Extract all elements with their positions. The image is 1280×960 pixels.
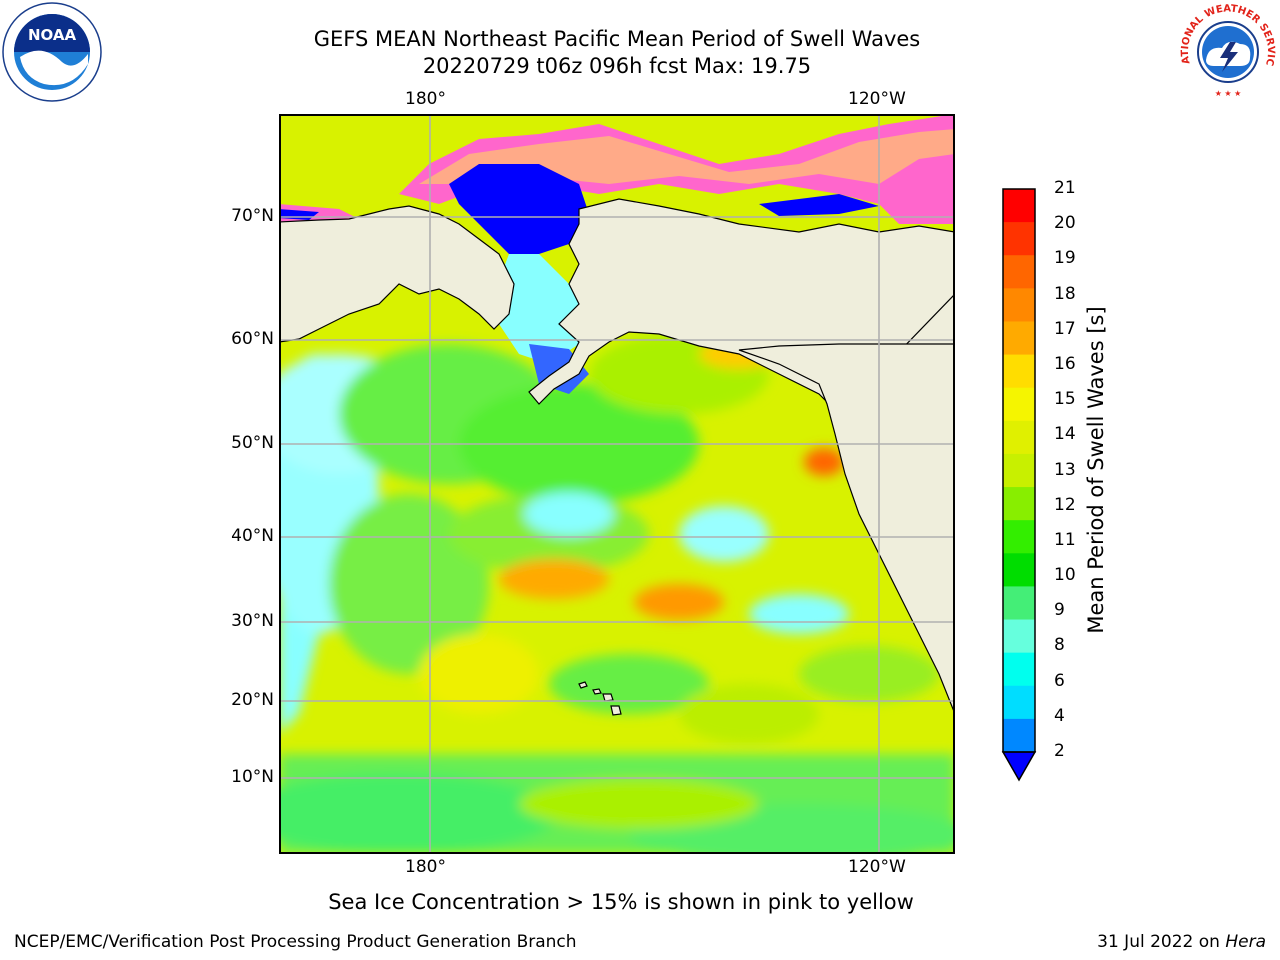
lat-label-60n: 60°N [231,329,274,349]
swell-field-shading [280,334,954,853]
colorbar-frame [1002,188,1036,753]
colorbar-tick-label: 18 [1054,283,1076,304]
lon-label-top-120w: 120°W [848,89,906,109]
colorbar-band [1003,586,1035,621]
colorbar-band [1003,553,1035,587]
colorbar-band [1003,685,1035,720]
lon-label-bottom-120w: 120°W [848,857,906,877]
footer-host: Hera [1225,932,1266,952]
lon-label-bottom-180: 180° [405,857,446,877]
colorbar-tick-label: 14 [1054,424,1076,445]
colorbar-band [1003,189,1035,223]
colorbar-band [1003,255,1035,289]
colorbar-tick-label: 9 [1054,600,1065,621]
colorbar-band [1003,288,1035,322]
colorbar-band [1003,420,1035,455]
noaa-logo-text: NOAA [28,26,77,44]
colorbar-band [1003,718,1035,753]
colorbar-band [1003,619,1035,654]
colorbar-band [1003,453,1035,488]
colorbar-band [1003,222,1035,256]
title-line-2: 20220729 t06z 096h fcst Max: 19.75 [422,54,812,78]
swell-period-map [279,114,955,854]
lat-label-50n: 50°N [231,433,274,453]
colorbar-band [1003,487,1035,521]
colorbar-band [1003,520,1035,554]
bering-cyan [494,254,589,364]
lat-label-40n: 40°N [231,526,274,546]
colorbar-band [1003,354,1035,389]
lat-label-10n: 10°N [231,767,274,787]
sea-ice-note: Sea Ice Concentration > 15% is shown in … [328,890,914,914]
colorbar-tick-label: 16 [1054,353,1076,374]
sea-ice-field [280,115,954,254]
colorbar-band [1003,652,1035,687]
graticule [280,115,954,853]
noaa-logo: NOAA [2,2,102,102]
colorbar-tick-label: 10 [1054,565,1076,586]
colorbar-tick-label: 4 [1054,705,1065,726]
colorbar-tick-label: 11 [1054,529,1076,550]
svg-text:★ ★ ★: ★ ★ ★ [1215,89,1242,98]
colorbar-tick-label: 21 [1054,178,1076,198]
colorbar-extend-arrow [1001,751,1037,782]
colorbar-band [1003,387,1035,422]
lat-label-30n: 30°N [231,611,274,631]
nws-logo: NATIONAL WEATHER SERVICE ★ ★ ★ [1174,0,1278,102]
lat-label-70n: 70°N [231,206,274,226]
colorbar-tick-label: 12 [1054,494,1076,515]
colorbar-tick-label: 17 [1054,318,1076,339]
title-line-1: GEFS MEAN Northeast Pacific Mean Period … [313,27,921,51]
colorbar-tick-label: 19 [1054,248,1076,269]
colorbar-tick-label: 20 [1054,213,1076,234]
footer-date: 31 Jul 2022 on Hera [1097,932,1266,952]
map-frame [279,114,955,854]
lon-label-top-180: 180° [405,89,446,109]
footer-credit: NCEP/EMC/Verification Post Processing Pr… [14,932,577,952]
north-america-coast [738,343,954,714]
colorbar-tick-label: 15 [1054,389,1076,410]
colorbar-tick-label: 6 [1054,670,1065,691]
colorbar-tick-label: 2 [1054,741,1065,761]
colorbar-band [1003,321,1035,356]
colorbar-tick-label: 8 [1054,635,1065,656]
lat-label-20n: 20°N [231,690,274,710]
map-title: GEFS MEAN Northeast Pacific Mean Period … [280,26,954,80]
colorbar [1000,186,1040,790]
colorbar-tick-label: 13 [1054,459,1076,480]
